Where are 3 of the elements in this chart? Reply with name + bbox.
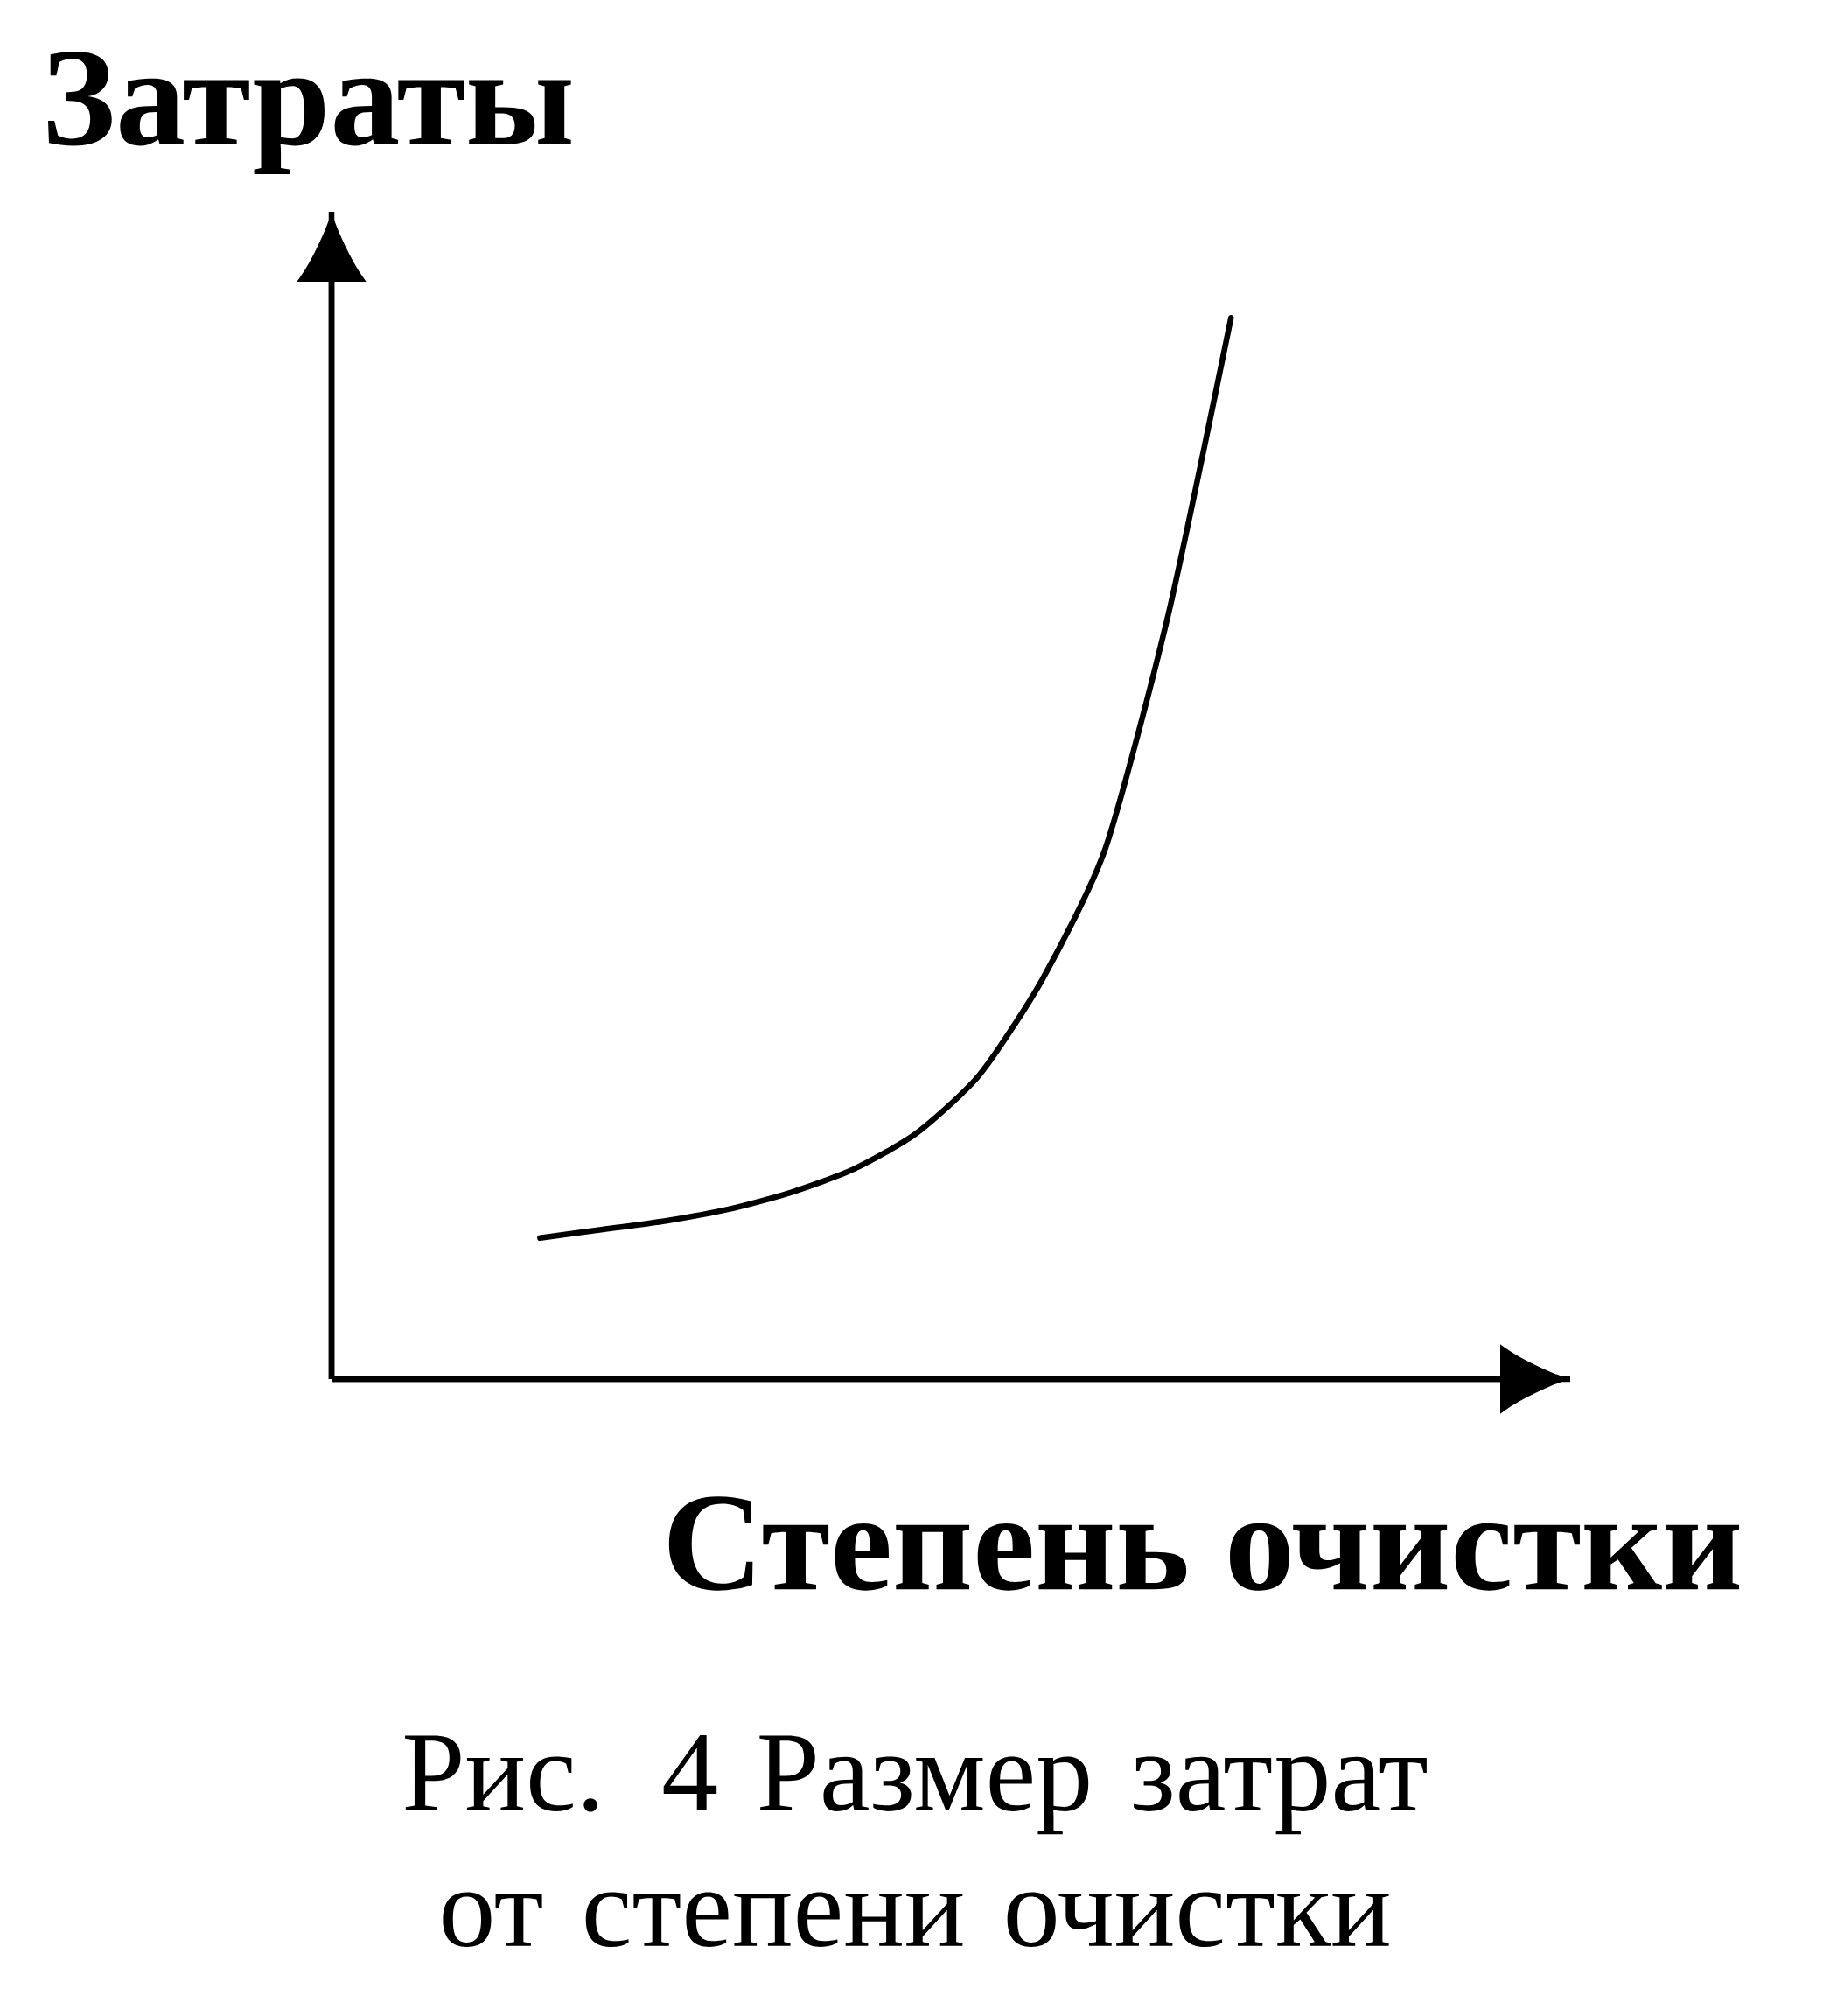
y-axis-title: Затраты (48, 51, 571, 174)
x-axis-title: Степень очистки (668, 1496, 1740, 1591)
text: Рис. 4 Размер затрат от степени очистки (405, 1735, 1427, 1947)
